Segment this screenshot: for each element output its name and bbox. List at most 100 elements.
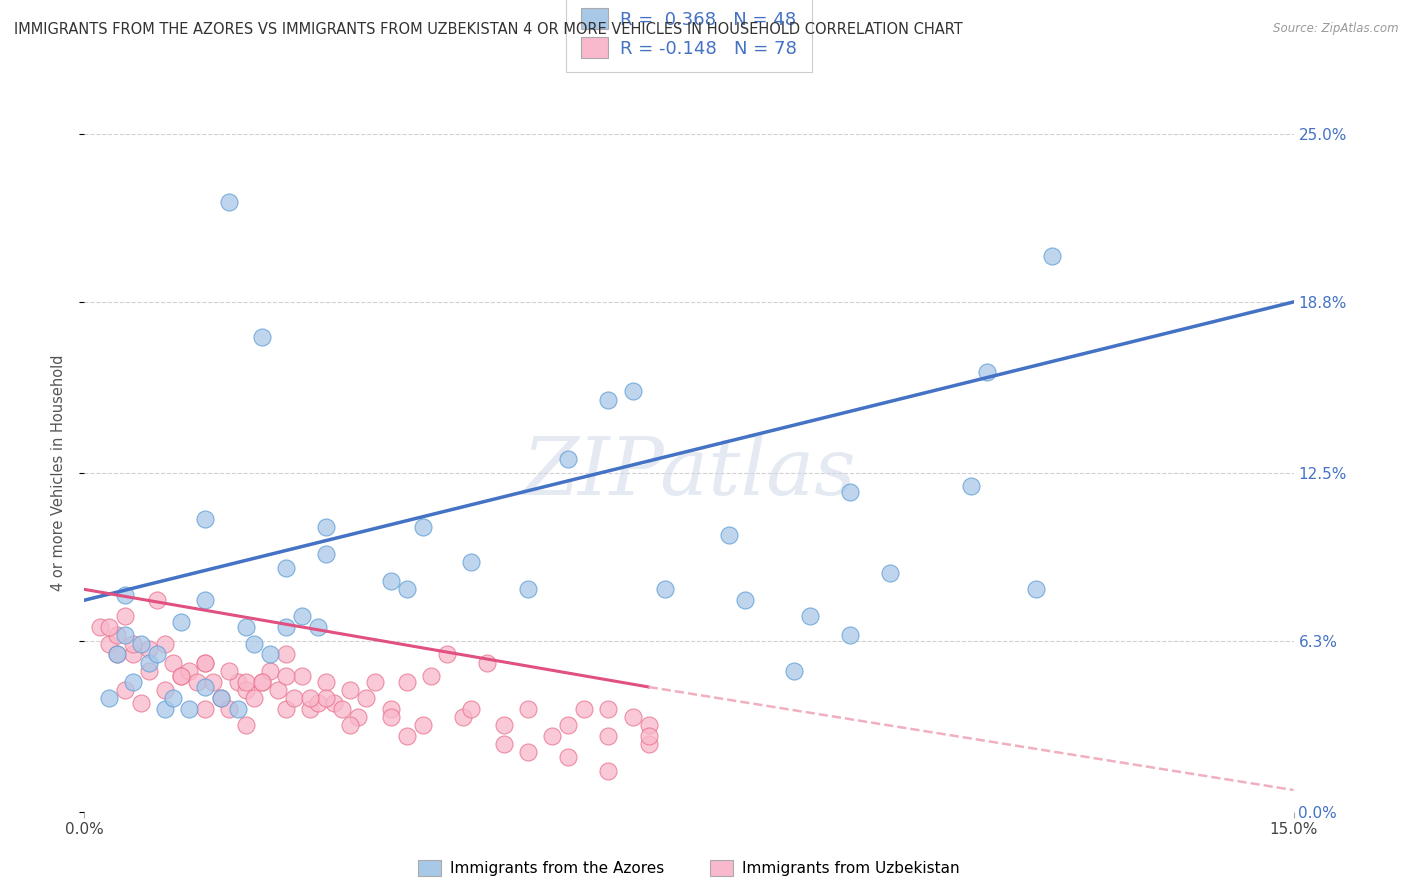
Point bbox=[839, 628, 862, 642]
Point bbox=[395, 582, 418, 597]
Point bbox=[274, 701, 297, 715]
Point bbox=[380, 701, 402, 715]
Point bbox=[323, 696, 346, 710]
Point bbox=[598, 729, 620, 743]
Point bbox=[283, 690, 305, 705]
Point bbox=[451, 710, 474, 724]
Point bbox=[598, 701, 620, 715]
Point bbox=[218, 664, 240, 678]
Point bbox=[235, 674, 257, 689]
Point bbox=[186, 674, 208, 689]
Point bbox=[194, 680, 217, 694]
Point bbox=[356, 690, 378, 705]
Point bbox=[637, 729, 659, 743]
Point bbox=[274, 648, 297, 662]
Legend: Immigrants from the Azores, Immigrants from Uzbekistan: Immigrants from the Azores, Immigrants f… bbox=[412, 854, 966, 882]
Point bbox=[250, 674, 273, 689]
Point bbox=[436, 648, 458, 662]
Point bbox=[250, 330, 273, 344]
Point bbox=[734, 593, 756, 607]
Point bbox=[516, 745, 538, 759]
Point bbox=[274, 560, 297, 574]
Point bbox=[460, 701, 482, 715]
Point bbox=[395, 729, 418, 743]
Point bbox=[138, 642, 160, 657]
Point bbox=[492, 718, 515, 732]
Point bbox=[162, 656, 184, 670]
Point bbox=[557, 750, 579, 764]
Point bbox=[291, 609, 314, 624]
Point bbox=[202, 674, 225, 689]
Point bbox=[235, 620, 257, 634]
Point bbox=[598, 764, 620, 778]
Point bbox=[315, 547, 337, 561]
Point bbox=[291, 669, 314, 683]
Point bbox=[105, 648, 128, 662]
Point bbox=[516, 582, 538, 597]
Point bbox=[114, 588, 136, 602]
Point bbox=[960, 479, 983, 493]
Point bbox=[339, 718, 361, 732]
Point bbox=[146, 648, 169, 662]
Point bbox=[170, 669, 193, 683]
Point bbox=[105, 628, 128, 642]
Point bbox=[363, 674, 385, 689]
Text: IMMIGRANTS FROM THE AZORES VS IMMIGRANTS FROM UZBEKISTAN 4 OR MORE VEHICLES IN H: IMMIGRANTS FROM THE AZORES VS IMMIGRANTS… bbox=[14, 22, 963, 37]
Point bbox=[162, 690, 184, 705]
Point bbox=[242, 637, 264, 651]
Point bbox=[138, 664, 160, 678]
Text: ZIPatlas: ZIPatlas bbox=[522, 434, 856, 511]
Point bbox=[477, 656, 499, 670]
Point bbox=[179, 701, 201, 715]
Y-axis label: 4 or more Vehicles in Household: 4 or more Vehicles in Household bbox=[51, 354, 66, 591]
Point bbox=[516, 701, 538, 715]
Point bbox=[718, 528, 741, 542]
Point bbox=[235, 718, 257, 732]
Point bbox=[492, 737, 515, 751]
Point bbox=[259, 648, 281, 662]
Point bbox=[315, 690, 337, 705]
Point bbox=[97, 690, 120, 705]
Point bbox=[218, 194, 240, 209]
Point bbox=[799, 609, 821, 624]
Point bbox=[1025, 582, 1047, 597]
Point bbox=[89, 620, 111, 634]
Point bbox=[267, 682, 290, 697]
Point bbox=[307, 696, 329, 710]
Point bbox=[114, 682, 136, 697]
Point bbox=[153, 637, 176, 651]
Point bbox=[146, 593, 169, 607]
Point bbox=[460, 555, 482, 569]
Point bbox=[105, 648, 128, 662]
Point bbox=[976, 366, 998, 380]
Point bbox=[572, 701, 595, 715]
Point bbox=[420, 669, 443, 683]
Point bbox=[209, 690, 232, 705]
Point bbox=[637, 737, 659, 751]
Point bbox=[97, 637, 120, 651]
Point bbox=[194, 512, 217, 526]
Point bbox=[783, 664, 806, 678]
Point bbox=[339, 682, 361, 697]
Point bbox=[412, 520, 434, 534]
Point bbox=[879, 566, 901, 580]
Point bbox=[129, 696, 152, 710]
Point bbox=[654, 582, 676, 597]
Point bbox=[218, 701, 240, 715]
Point bbox=[330, 701, 353, 715]
Point bbox=[259, 664, 281, 678]
Point bbox=[347, 710, 370, 724]
Point bbox=[194, 656, 217, 670]
Point bbox=[179, 664, 201, 678]
Point bbox=[121, 674, 143, 689]
Point bbox=[274, 669, 297, 683]
Point bbox=[621, 710, 644, 724]
Point bbox=[1040, 249, 1063, 263]
Point bbox=[235, 682, 257, 697]
Point bbox=[412, 718, 434, 732]
Point bbox=[621, 384, 644, 399]
Point bbox=[170, 669, 193, 683]
Point bbox=[97, 620, 120, 634]
Point bbox=[153, 701, 176, 715]
Point bbox=[598, 392, 620, 407]
